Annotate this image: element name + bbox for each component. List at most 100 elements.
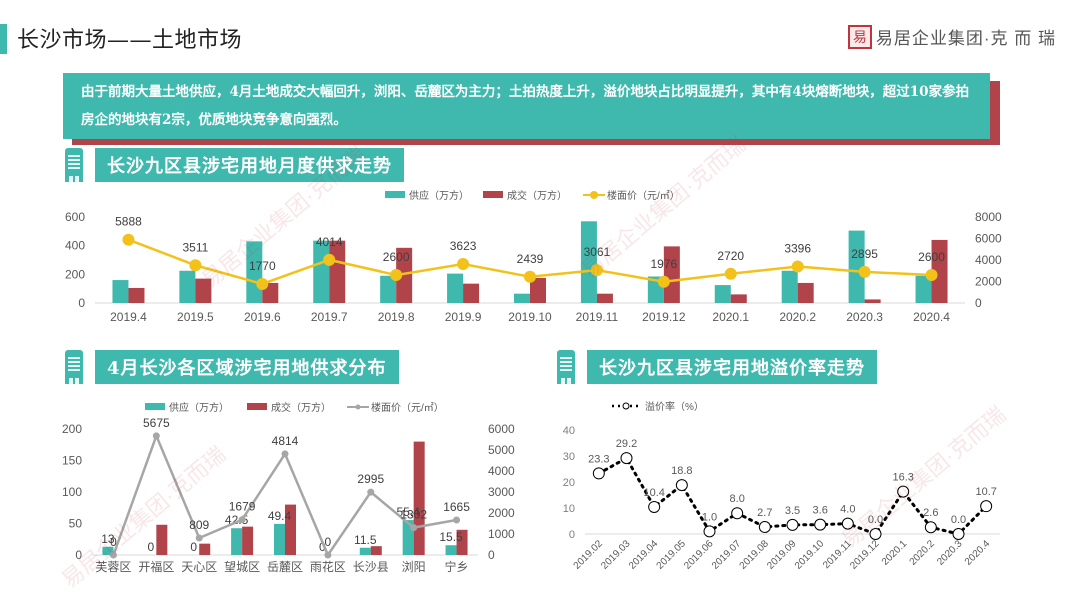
svg-text:3396: 3396 <box>784 241 811 255</box>
svg-text:29.2: 29.2 <box>616 438 637 450</box>
premium-point <box>675 479 688 492</box>
svg-text:供应（万方）: 供应（万方） <box>169 401 229 414</box>
price-point <box>324 551 332 559</box>
district-supply-demand-chart: 供应（万方） 成交（万方） 楼面价（元/㎡）05010015020001000200… <box>62 401 515 574</box>
brand-name: 易居企业集团·克 而 瑞 <box>875 29 1056 48</box>
price-point <box>390 269 403 282</box>
svg-text:0: 0 <box>78 296 85 310</box>
supply-bar <box>447 273 464 303</box>
svg-text:楼面价（元/㎡）: 楼面价（元/㎡） <box>607 189 680 202</box>
x-tick-label: 长沙县 <box>353 560 389 574</box>
x-tick-label: 2020.3 <box>846 310 883 324</box>
svg-text:0: 0 <box>569 529 575 541</box>
svg-text:1.0: 1.0 <box>702 511 717 523</box>
x-tick-label: 2019.9 <box>445 310 482 324</box>
svg-text:4000: 4000 <box>975 253 1002 267</box>
svg-text:0: 0 <box>319 540 326 554</box>
premium-point <box>980 500 993 513</box>
svg-text:4014: 4014 <box>316 235 343 249</box>
svg-text:13: 13 <box>101 532 115 546</box>
supply-bar <box>313 240 330 303</box>
svg-text:供应（万方）: 供应（万方） <box>409 189 469 202</box>
x-tick-label: 2020.4 <box>963 538 993 568</box>
svg-text:30: 30 <box>563 451 575 463</box>
svg-text:0.0: 0.0 <box>868 514 883 526</box>
svg-text:0: 0 <box>110 535 117 549</box>
x-tick-label: 2019.11 <box>576 310 619 324</box>
price-point <box>281 450 289 458</box>
svg-text:3.5: 3.5 <box>785 505 800 517</box>
premium-point <box>592 467 605 480</box>
supply-bar <box>445 545 457 555</box>
deal-bar <box>864 299 881 303</box>
premium-point <box>841 517 854 530</box>
price-point <box>152 432 160 440</box>
price-point <box>195 534 203 542</box>
svg-text:6000: 6000 <box>975 232 1002 246</box>
price-point <box>256 277 269 290</box>
price-point <box>189 259 202 272</box>
price-point <box>724 267 737 280</box>
svg-text:2000: 2000 <box>975 275 1002 289</box>
deal-bar <box>396 247 413 303</box>
title-accent-bar <box>0 24 7 54</box>
supply-bar <box>514 293 530 303</box>
svg-text:150: 150 <box>62 454 82 468</box>
svg-text:49.4: 49.4 <box>268 509 292 523</box>
premium-point <box>897 485 910 498</box>
svg-text:2600: 2600 <box>918 250 945 264</box>
premium-point <box>952 528 965 540</box>
svg-text:50: 50 <box>69 517 83 531</box>
deal-bar <box>663 246 680 303</box>
svg-text:0: 0 <box>488 548 495 562</box>
deal-bar <box>128 287 145 303</box>
svg-text:1770: 1770 <box>249 259 276 273</box>
supply-bar <box>915 275 932 303</box>
x-tick-label: 2020.1 <box>880 538 910 568</box>
price-point <box>453 516 461 524</box>
x-tick-label: 2020.2 <box>779 310 816 324</box>
premium-point <box>786 518 799 531</box>
legend-item: 供应（万方） <box>385 189 469 202</box>
section-title: 4月长沙各区域涉宅用地供求分布 <box>95 350 399 384</box>
supply-bar <box>580 221 597 303</box>
svg-text:3061: 3061 <box>584 245 611 259</box>
supply-bar <box>402 520 414 555</box>
x-tick-label: 2019.8 <box>378 310 415 324</box>
section-district-header: 4月长沙各区域涉宅用地供求分布 <box>65 350 399 384</box>
deal-bar <box>199 543 211 555</box>
x-tick-label: 岳麓区 <box>267 560 303 574</box>
svg-text:200: 200 <box>62 422 82 436</box>
svg-text:20: 20 <box>563 477 575 489</box>
deal-bar <box>370 546 382 555</box>
premium-point <box>648 500 661 513</box>
premium-point <box>620 452 633 465</box>
premium-rate-chart: 溢价率（%） 0 10 20 30 40 23.3 2019.02 29.2 2019.03 10.… <box>563 400 1000 572</box>
svg-text:6000: 6000 <box>488 422 515 436</box>
x-tick-label: 2020.3 <box>935 538 965 568</box>
svg-text:2600: 2600 <box>383 250 410 264</box>
price-point <box>590 264 603 277</box>
section-monthly-header: 长沙九区县涉宅用地月度供求走势 <box>65 148 404 182</box>
premium-point <box>703 525 716 538</box>
x-tick-label: 2020.1 <box>712 310 749 324</box>
x-tick-label: 开福区 <box>138 559 174 574</box>
svg-text:成交（万方）: 成交（万方） <box>507 189 567 202</box>
svg-text:0: 0 <box>75 548 82 562</box>
premium-point <box>731 507 744 520</box>
price-point <box>410 524 418 532</box>
x-tick-label: 2019.6 <box>244 310 281 324</box>
deal-bar <box>156 524 168 555</box>
svg-text:2000: 2000 <box>488 506 515 520</box>
x-tick-label: 芙蓉区 <box>95 560 131 574</box>
svg-text:400: 400 <box>65 239 85 253</box>
svg-text:楼面价（元/㎡）: 楼面价（元/㎡） <box>371 401 444 414</box>
supply-bar <box>848 230 865 303</box>
price-point <box>524 270 536 283</box>
price-point <box>367 488 375 496</box>
x-tick-label: 2019.12 <box>848 538 882 572</box>
x-tick-label: 2020.2 <box>908 538 938 568</box>
deal-bar <box>530 277 546 303</box>
legend-item: 楼面价（元/㎡） <box>583 189 680 202</box>
x-tick-label: 2019.05 <box>655 538 689 572</box>
